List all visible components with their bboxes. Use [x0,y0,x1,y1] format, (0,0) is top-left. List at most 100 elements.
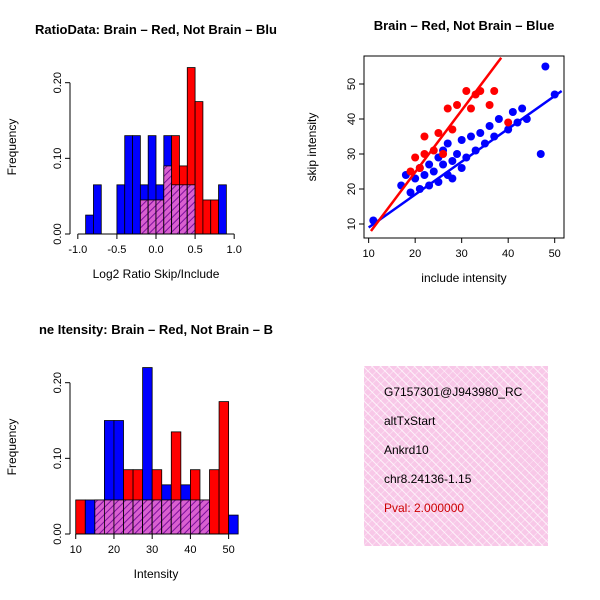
y-tick-label: 0.20 [52,72,64,93]
scatter-plot-area [367,56,563,232]
panel-ratio-histogram: RatioData: Brain – Red, Not Brain – Blu L… [0,0,300,300]
hist-bar-blue [124,135,133,235]
fit-line-red [369,56,503,232]
chart-title: RatioData: Brain – Red, Not Brain – Blu [35,22,277,37]
hist-bar-blue [132,135,141,235]
panel-intensity-histogram: ne Itensity: Brain – Red, Not Brain – B I… [0,300,300,600]
hist-bar-red [194,101,204,235]
scatter-point-blue [457,136,466,144]
x-tick-label: -0.5 [107,244,126,256]
hist-bar-blue [84,499,96,535]
x-tick-label: 10 [363,248,375,260]
scatter-point-blue [541,62,550,71]
hist-bar-overlap [161,499,172,535]
scatter-point-blue [439,160,448,169]
x-tick-label: 30 [146,544,158,556]
scatter-point-blue [508,108,517,116]
scatter-point-red [443,104,452,113]
scatter-point-red [453,101,462,109]
x-tick-label: 0.0 [148,244,163,256]
hist-bar-blue [228,514,239,535]
scatter-point-red [411,153,420,162]
hist-bar-overlap [139,199,149,235]
genomic-location-text: chr8.24136-1.15 [384,472,472,486]
scatter-point-red [466,104,475,113]
scatter-point-red [462,87,471,95]
x-axis-label: include intensity [421,271,506,285]
hist-bar-overlap [104,499,115,535]
event-type-text: altTxStart [384,414,436,428]
y-tick-label: 0.00 [52,523,64,544]
y-tick-label: 10 [346,218,358,230]
hist-bar-overlap [151,499,163,535]
x-tick-label: 20 [409,248,421,260]
x-tick-label: 10 [70,544,82,556]
hist-bar-overlap [199,499,210,535]
probe-id-text: G7157301@J943980_RC [384,385,523,399]
y-tick-label: 20 [346,183,358,195]
y-axis-label: Frequency [5,119,19,176]
scatter-point-red [504,118,513,127]
hist-bar-overlap [123,499,134,535]
scatter-point-blue [466,132,475,141]
y-tick-label: 30 [346,148,358,160]
hist-bar-overlap [180,499,191,535]
hist-bar-red [218,401,230,535]
scatter-point-blue [406,188,415,197]
chart-title: Brain – Red, Not Brain – Blue [374,18,555,33]
scatter-point-red [439,150,448,158]
hist-bar-overlap [170,499,182,535]
y-axis-label: skip intensity [305,113,319,182]
x-axis-label: Log2 Ratio Skip/Include [93,267,220,281]
hist-bar-red [202,199,212,235]
x-tick-label: 30 [456,248,468,260]
scatter-point-blue [536,150,545,158]
hist-bar-overlap [132,499,144,535]
x-tick-label: 50 [222,544,234,556]
scatter-point-blue [476,129,485,137]
pval-text: Pval: 2.000000 [384,501,465,515]
fit-line-blue [367,89,563,229]
y-tick-label: 0.10 [52,148,64,169]
y-tick-label: 0.20 [52,372,64,393]
x-axis-label: Intensity [134,567,179,581]
scatter-point-red [448,125,457,134]
x-tick-label: 40 [184,544,196,556]
x-tick-label: 50 [549,248,561,260]
scatter-point-blue [429,167,438,176]
x-tick-label: 0.5 [187,244,202,256]
x-tick-label: 1.0 [227,244,242,256]
intensity-histogram-chart: ne Itensity: Brain – Red, Not Brain – B I… [5,322,273,581]
hist-bar-red [209,469,220,535]
scatter-point-red [420,132,429,141]
y-tick-label: 0.10 [52,448,64,469]
hist-bar-blue [218,184,227,235]
hist-bar-overlap [186,184,196,235]
event-info-box: G7157301@J943980_RC altTxStart Ankrd10 c… [364,366,548,546]
hist-bar-overlap [142,499,153,535]
scatter-point-blue [518,104,527,113]
scatter-point-blue [453,150,462,158]
hist-bar-overlap [189,499,201,535]
scatter-point-blue [448,174,457,183]
ratio-histogram-chart: RatioData: Brain – Red, Not Brain – Blu L… [5,22,277,281]
hist-bar-overlap [163,165,173,235]
scatter-point-blue [420,171,429,179]
x-tick-label: 40 [502,248,514,260]
hist-bar-blue [116,184,126,235]
scatter-point-blue [457,164,466,172]
panel-event-info: G7157301@J943980_RC altTxStart Ankrd10 c… [300,300,600,600]
panel-scatter: Brain – Red, Not Brain – Blue include int… [300,0,600,300]
hist-bar-overlap [113,499,124,535]
gene-name-text: Ankrd10 [384,443,429,457]
hist-bar-overlap [94,499,105,535]
hist-bar-overlap [155,199,165,235]
hist-bar-overlap [179,184,188,235]
chart-title: ne Itensity: Brain – Red, Not Brain – B [39,322,273,337]
y-tick-label: 40 [346,113,358,125]
intensity-scatter-chart: Brain – Red, Not Brain – Blue include int… [305,18,565,285]
scatter-point-red [434,129,443,137]
scatter-point-blue [443,139,452,148]
scatter-point-blue [485,122,494,130]
